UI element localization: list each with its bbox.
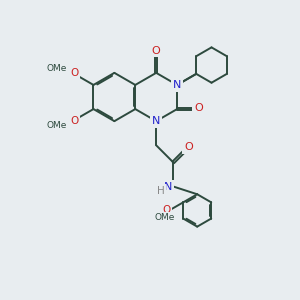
Text: N: N — [173, 80, 181, 90]
Text: OMe: OMe — [47, 64, 68, 73]
Text: N: N — [152, 116, 160, 126]
Text: O: O — [70, 68, 78, 78]
Text: H: H — [157, 186, 165, 196]
Text: OMe: OMe — [155, 213, 175, 222]
Text: O: O — [163, 206, 171, 215]
Text: O: O — [184, 142, 193, 152]
Text: OMe: OMe — [47, 122, 68, 130]
Text: O: O — [152, 46, 161, 56]
Text: N: N — [164, 182, 172, 191]
Text: O: O — [194, 103, 203, 112]
Text: O: O — [70, 116, 78, 126]
